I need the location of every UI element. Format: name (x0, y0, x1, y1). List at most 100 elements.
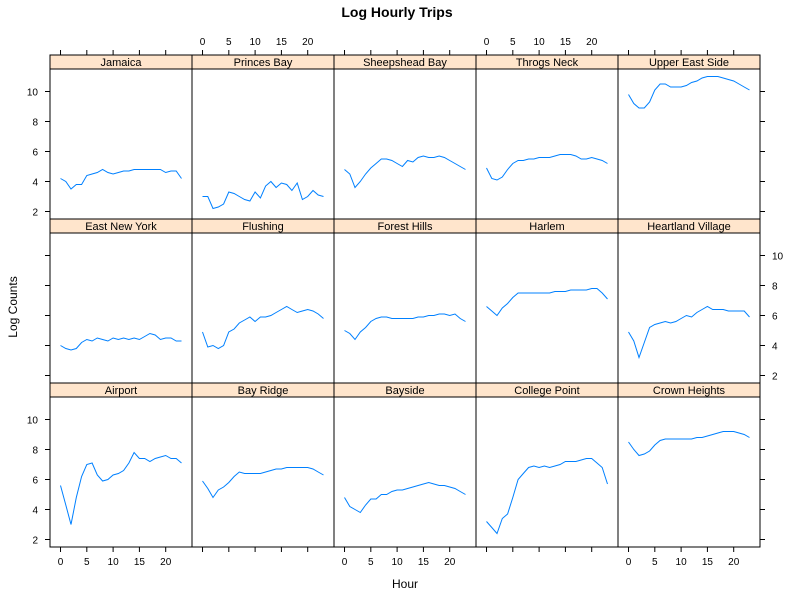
x-axis-label: Hour (392, 577, 418, 591)
series-line (60, 451, 182, 525)
series-line (628, 431, 750, 457)
panel-strip-label: Forest Hills (377, 221, 433, 233)
panel-strip-label: Princes Bay (234, 57, 293, 69)
panel-frame (475, 68, 619, 220)
panel-frame (191, 396, 335, 548)
y-tick-label: 2 (32, 208, 38, 219)
panel-strip-label: Upper East Side (649, 57, 729, 69)
panel-throgs-neck: Throgs Neck 0 5 10 15 20 (475, 37, 619, 220)
y-tick-label: 4 (772, 342, 778, 353)
panel-heartland-village: Heartland Village 2 4 6 8 10 (617, 218, 784, 384)
y-tick-label: 8 (32, 118, 38, 129)
panel-frame (49, 232, 193, 384)
x-tick-label: 10 (250, 37, 262, 48)
panel-east-new-york: East New York (45, 218, 193, 384)
x-tick-label: 0 (58, 557, 64, 568)
x-tick-label: 0 (200, 37, 206, 48)
x-tick-label: 15 (276, 37, 288, 48)
x-tick-label: 0 (626, 557, 632, 568)
series-line (202, 305, 324, 350)
panel-frame (617, 396, 761, 548)
panel-sheepshead-bay: Sheepshead Bay (333, 50, 477, 220)
x-tick-label: 5 (84, 557, 90, 568)
panel-bay-ridge: Bay Ridge (191, 382, 335, 552)
series-line (486, 288, 608, 317)
panel-frame (49, 68, 193, 220)
panel-strip-label: Jamaica (101, 57, 143, 69)
panel-jamaica: Jamaica 2 4 6 8 10 (27, 50, 193, 220)
y-tick-label: 10 (27, 88, 39, 99)
y-tick-label: 4 (32, 178, 38, 189)
y-tick-label: 10 (772, 252, 784, 263)
y-tick-label: 8 (772, 282, 778, 293)
x-tick-label: 15 (702, 557, 714, 568)
y-tick-label: 2 (772, 372, 778, 383)
panel-strip-label: Crown Heights (653, 385, 726, 397)
x-tick-label: 5 (226, 37, 232, 48)
panel-forest-hills: Forest Hills (333, 218, 477, 384)
panel-strip-label: Flushing (242, 221, 284, 233)
panel-strip-label: Heartland Village (647, 221, 731, 233)
panel-strip-label: Harlem (529, 221, 564, 233)
x-tick-label: 5 (368, 557, 374, 568)
panel-frame (475, 396, 619, 548)
y-tick-label: 10 (27, 416, 39, 427)
panel-strip-label: East New York (85, 221, 157, 233)
x-tick-label: 15 (134, 557, 146, 568)
x-tick-label: 20 (302, 37, 314, 48)
x-tick-label: 10 (392, 557, 404, 568)
panel-airport: Airport 0 5 10 15 20 2 4 6 8 10 (27, 382, 193, 568)
panel-strip-label: Sheepshead Bay (363, 57, 447, 69)
panel-princes-bay: Princes Bay 0 5 10 15 20 (191, 37, 335, 220)
x-tick-label: 20 (160, 557, 172, 568)
x-tick-label: 20 (586, 37, 598, 48)
x-tick-label: 10 (534, 37, 546, 48)
series-line (344, 155, 466, 189)
panel-frame (475, 232, 619, 384)
series-line (344, 313, 466, 341)
y-axis-label: Log Counts (6, 276, 20, 337)
series-line (486, 154, 608, 181)
panel-frame (333, 232, 477, 384)
x-tick-label: 0 (342, 557, 348, 568)
x-tick-label: 0 (484, 37, 490, 48)
x-tick-label: 10 (108, 557, 120, 568)
x-tick-label: 5 (652, 557, 658, 568)
series-line (344, 481, 466, 514)
series-line (628, 76, 750, 109)
panel-frame (191, 232, 335, 384)
panel-bayside: Bayside 0 5 10 15 20 (333, 382, 477, 568)
panel-frame (191, 68, 335, 220)
series-line (60, 168, 182, 190)
y-tick-label: 6 (32, 476, 38, 487)
panel-frame (617, 232, 761, 384)
x-tick-label: 15 (560, 37, 572, 48)
panel-strip-label: College Point (514, 385, 579, 397)
y-tick-label: 6 (772, 312, 778, 323)
panel-harlem: Harlem (475, 218, 619, 384)
panel-strip-label: Throgs Neck (516, 57, 579, 69)
panel-frame (333, 68, 477, 220)
x-tick-label: 5 (510, 37, 516, 48)
x-tick-label: 20 (444, 557, 456, 568)
y-tick-label: 6 (32, 148, 38, 159)
x-tick-label: 15 (418, 557, 430, 568)
series-line (628, 305, 750, 360)
panel-frame (617, 68, 761, 220)
x-tick-label: 10 (676, 557, 688, 568)
y-tick-label: 8 (32, 446, 38, 457)
y-tick-label: 2 (32, 536, 38, 547)
panel-strip-label: Bayside (385, 385, 424, 397)
x-tick-label: 20 (728, 557, 740, 568)
panel-upper-east-side: Upper East Side (617, 50, 765, 220)
panel-college-point: College Point (475, 382, 619, 552)
series-line (202, 180, 324, 210)
panel-strip-label: Airport (105, 385, 137, 397)
panel-frame (333, 396, 477, 548)
panel-crown-heights: Crown Heights 0 5 10 15 20 (617, 382, 765, 568)
y-tick-label: 4 (32, 506, 38, 517)
chart-title: Log Hourly Trips (341, 4, 452, 20)
panel-flushing: Flushing (191, 218, 335, 384)
